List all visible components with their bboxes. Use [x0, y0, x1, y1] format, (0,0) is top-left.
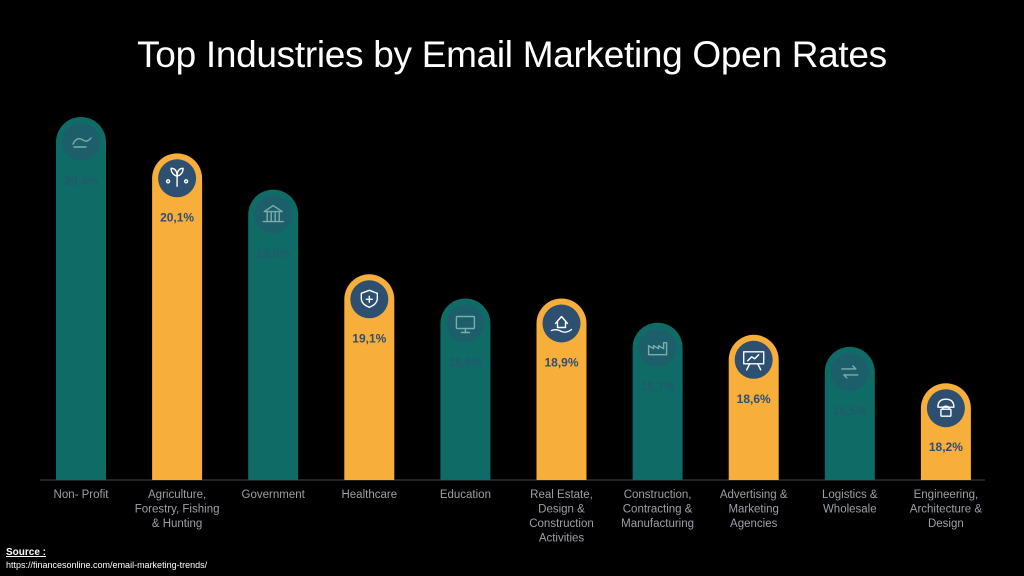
bar-8	[824, 346, 875, 480]
value-label-1: 20,1%	[160, 210, 194, 224]
category-label-6-2: Manufacturing	[621, 518, 694, 530]
category-label-4-0: Education	[440, 489, 491, 501]
bar-0	[56, 117, 106, 480]
category-label-6-0: Construction,	[624, 489, 692, 501]
category-label-8-0: Logistics &	[822, 489, 878, 501]
category-label-8-1: Wholesale	[823, 504, 877, 516]
bar-5	[536, 298, 587, 480]
category-label-2-0: Government	[242, 489, 306, 501]
category-label-1-0: Agriculture,	[148, 489, 206, 501]
value-label-7: 18,6%	[737, 392, 771, 406]
category-label-7-0: Advertising &	[720, 489, 788, 501]
value-label-9: 18,2%	[929, 440, 963, 454]
house-in-hand-icon	[542, 304, 581, 343]
health-shield-icon	[350, 280, 389, 319]
category-label-9-2: Design	[928, 518, 964, 530]
bar-3	[344, 274, 395, 480]
source-label: Source :	[6, 547, 47, 558]
bar-1	[152, 153, 203, 480]
category-label-7-2: Agencies	[730, 518, 778, 530]
category-label-5-0: Real Estate,	[530, 489, 593, 501]
factory-icon	[638, 328, 677, 367]
category-label-5-3: Activities	[539, 533, 585, 545]
category-label-5-1: Design &	[538, 504, 585, 516]
category-label-1-1: Forestry, Fishing	[135, 504, 220, 516]
presentation-board-icon	[734, 340, 773, 379]
bar-2	[248, 189, 299, 480]
category-label-7-1: Marketing	[728, 504, 779, 516]
value-label-2: 19,8%	[256, 247, 290, 261]
value-label-3: 19,1%	[352, 331, 386, 345]
logistics-arrows-icon	[830, 352, 869, 391]
category-label-0-0: Non- Profit	[54, 489, 110, 501]
source-url: https://financesonline.com/email-marketi…	[6, 560, 208, 570]
value-label-4: 18,9%	[448, 356, 482, 370]
category-label-1-2: & Hunting	[152, 518, 203, 530]
category-label-6-1: Contracting &	[623, 504, 693, 516]
government-building-icon	[254, 195, 293, 234]
nonprofit-handshake-icon	[62, 123, 100, 161]
plant-network-icon	[158, 159, 197, 198]
value-label-0: 20,4%	[64, 174, 98, 188]
category-label-9-0: Engineering,	[914, 489, 979, 501]
monitor-icon	[446, 304, 485, 343]
value-label-8: 18,5%	[833, 404, 867, 418]
value-label-6: 18,7%	[641, 380, 675, 394]
value-label-5: 18,9%	[544, 356, 578, 370]
engineer-helmet-icon	[926, 389, 965, 428]
category-label-5-2: Construction	[529, 518, 594, 530]
category-label-3-0: Healthcare	[341, 489, 397, 501]
category-label-9-1: Architecture &	[910, 504, 983, 516]
bar-6	[632, 322, 683, 480]
bar-4	[440, 298, 491, 480]
chart-title: Top Industries by Email Marketing Open R…	[137, 34, 887, 75]
